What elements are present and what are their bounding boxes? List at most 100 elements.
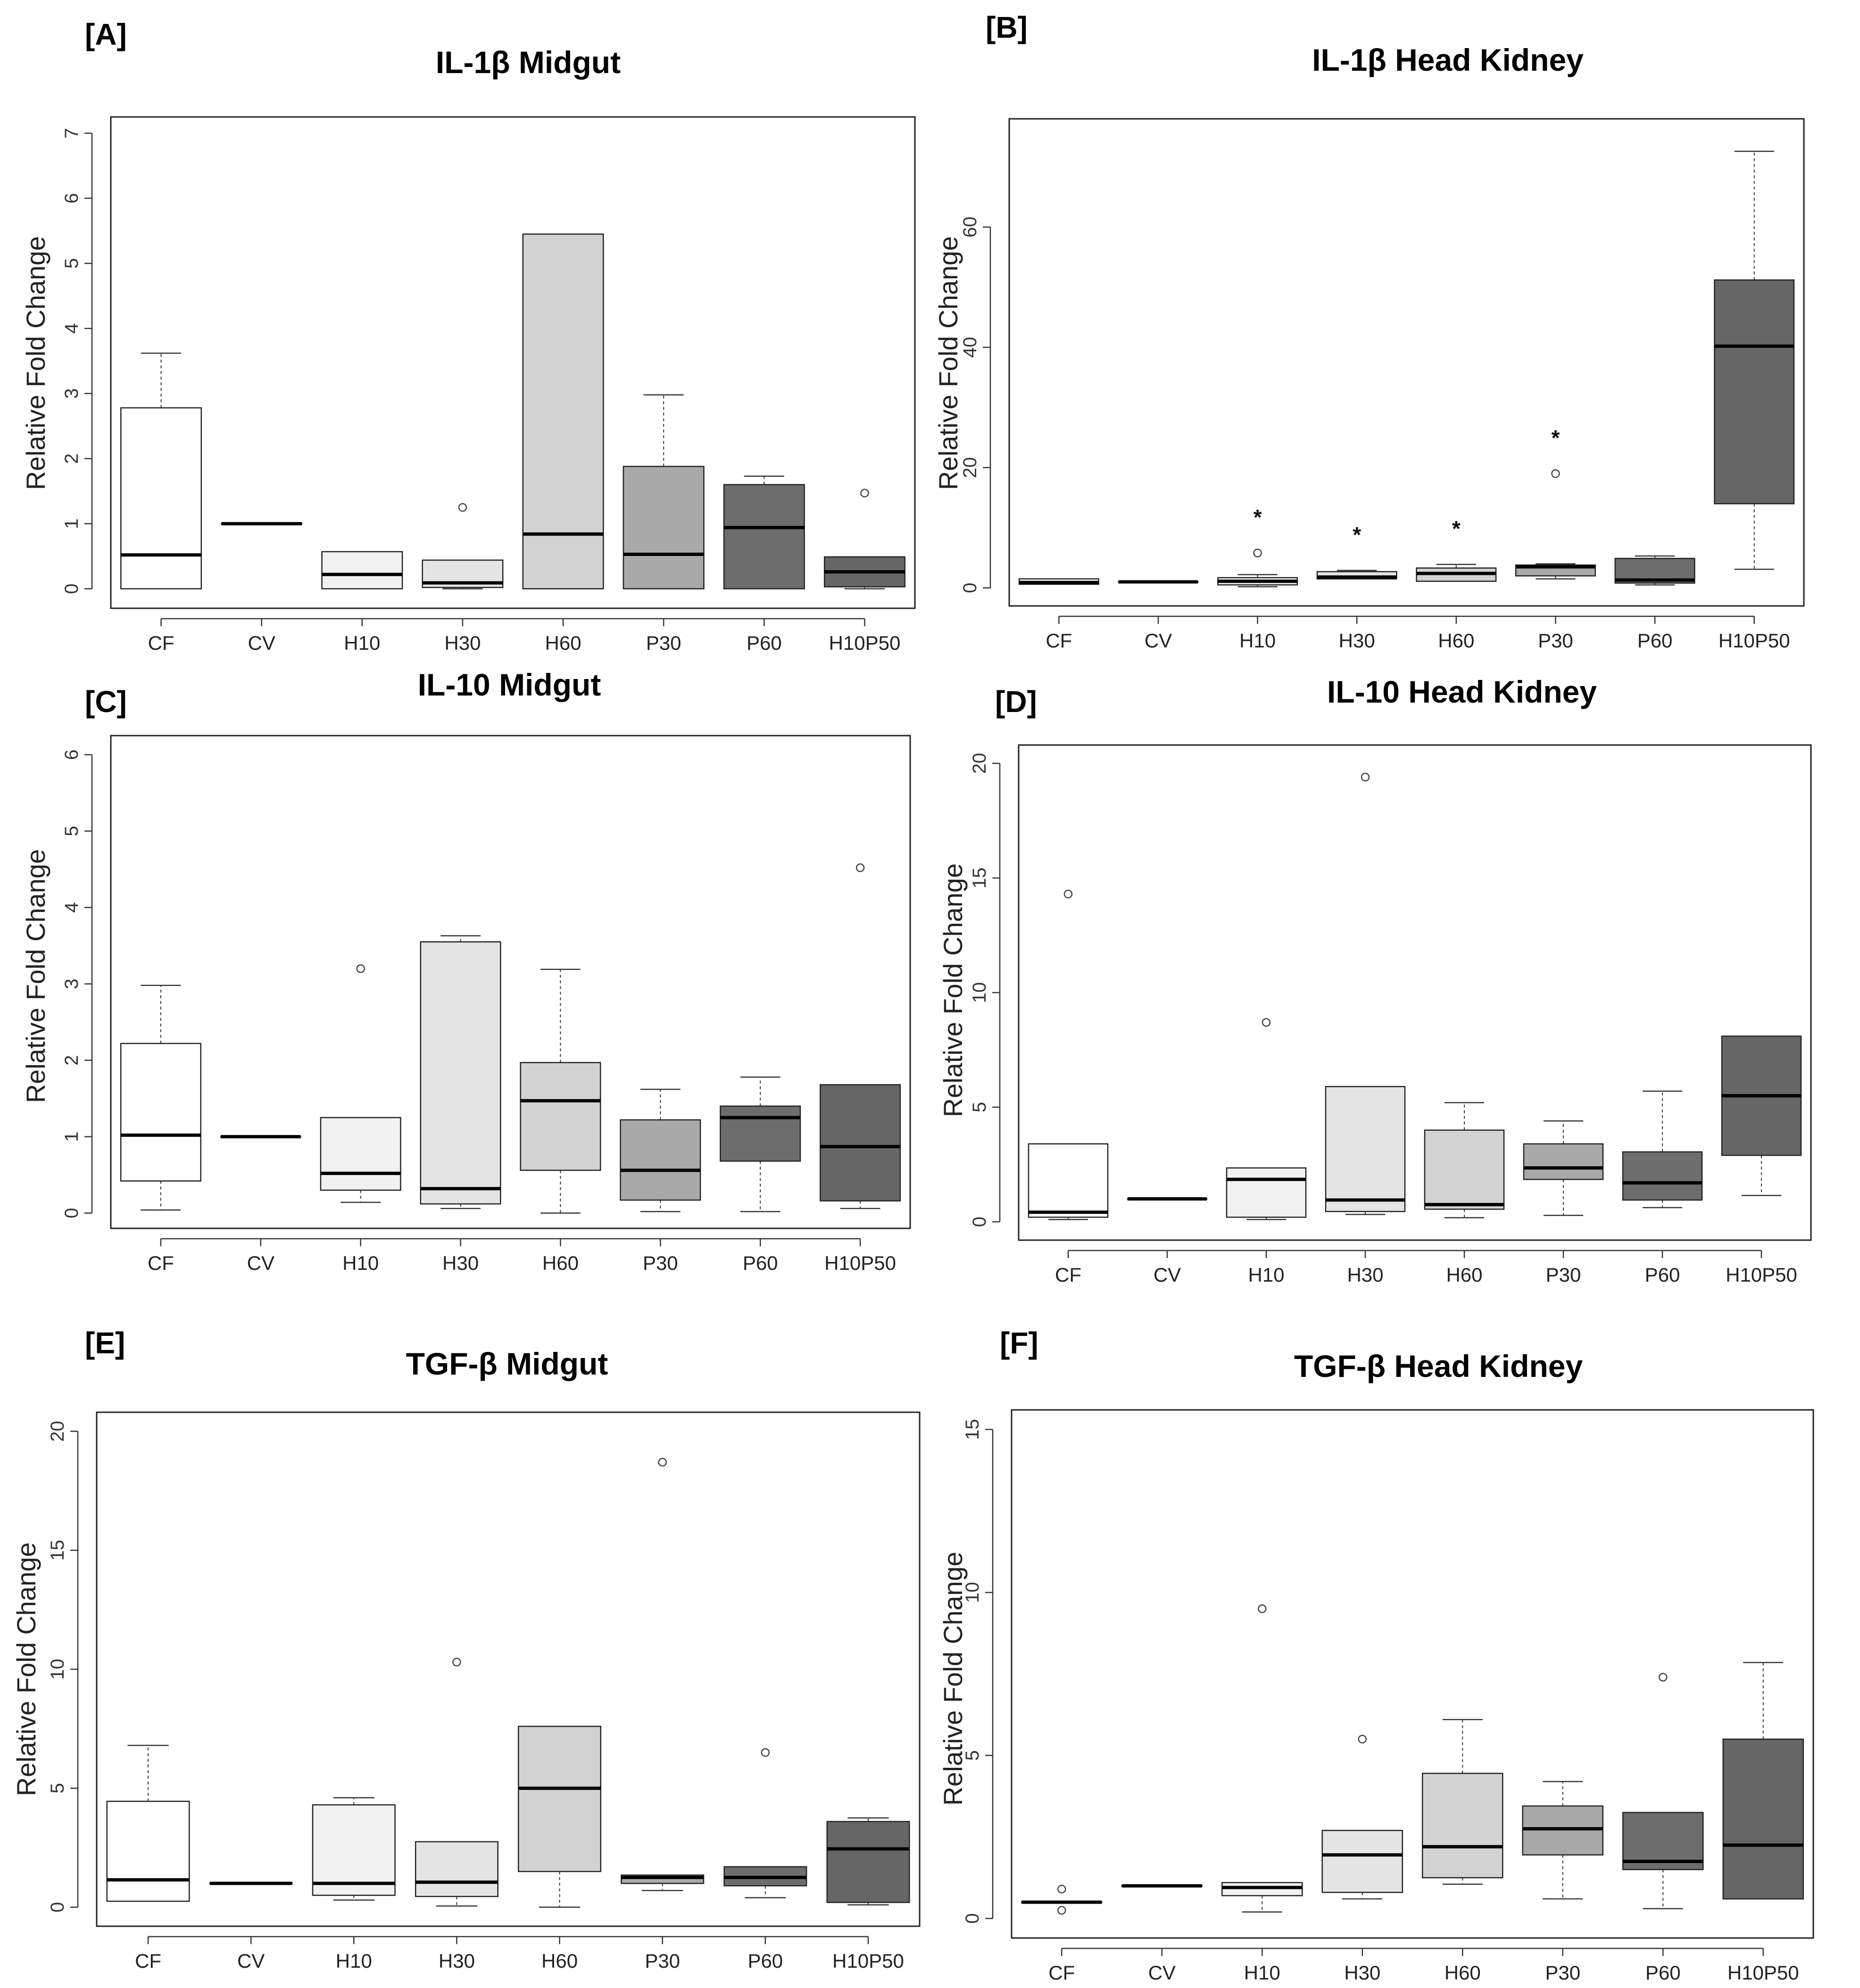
x-tick-label: P30 xyxy=(643,1252,678,1274)
x-tick-label: H10 xyxy=(1239,630,1276,652)
outlier-point xyxy=(1361,772,1370,782)
y-tick-label: 10 xyxy=(47,1659,68,1680)
y-tick-label: 6 xyxy=(61,749,82,760)
panel-label: [B] xyxy=(986,10,1028,44)
outlier-point xyxy=(1659,1673,1668,1682)
y-tick-label: 10 xyxy=(969,982,990,1003)
chart-title: IL-1β Head Kidney xyxy=(1312,42,1584,77)
box-iqr xyxy=(522,233,604,589)
y-tick-label: 60 xyxy=(960,216,980,238)
box-iqr xyxy=(120,407,202,589)
chart-title: IL-10 Head Kidney xyxy=(1327,674,1597,709)
box-iqr xyxy=(1622,1151,1703,1201)
box-iqr xyxy=(1722,1739,1804,1900)
box-iqr xyxy=(518,1725,602,1872)
y-tick-label: 0 xyxy=(969,1217,990,1227)
outlier-point xyxy=(658,1458,667,1467)
outlier-point xyxy=(855,863,865,872)
y-axis-label: Relative Fold Change xyxy=(11,1542,41,1797)
significance-marker: * xyxy=(1254,505,1262,530)
x-tick-label: CF xyxy=(135,1950,161,1972)
y-tick-label: 0 xyxy=(960,583,980,593)
outlier-point xyxy=(1063,889,1073,899)
x-tick-label: P60 xyxy=(747,632,782,654)
x-tick-label: CF xyxy=(148,1252,174,1274)
significance-marker: * xyxy=(1551,425,1560,450)
x-tick-label: H10P50 xyxy=(824,1252,896,1274)
panel-label: [C] xyxy=(85,685,127,719)
y-tick-label: 15 xyxy=(969,868,990,889)
y-tick-label: 15 xyxy=(962,1419,983,1440)
x-tick-label: H10 xyxy=(344,632,380,654)
x-tick-label: H60 xyxy=(1438,630,1474,652)
box-iqr xyxy=(420,941,501,1205)
y-tick-label: 2 xyxy=(61,1055,82,1065)
y-tick-label: 5 xyxy=(962,1750,983,1761)
outlier-point xyxy=(1057,1885,1066,1894)
box-iqr xyxy=(623,465,705,589)
x-tick-label: P30 xyxy=(1538,630,1573,652)
y-tick-label: 20 xyxy=(969,753,990,774)
x-tick-label: H30 xyxy=(439,1950,475,1972)
outlier-point xyxy=(1551,469,1560,478)
y-tick-label: 10 xyxy=(962,1582,983,1603)
x-tick-label: H10 xyxy=(1244,1962,1280,1984)
x-tick-label: CV xyxy=(1145,630,1172,652)
chart-title: IL-1β Midgut xyxy=(436,45,621,80)
y-tick-label: 4 xyxy=(61,323,82,333)
box-iqr xyxy=(120,1043,201,1182)
y-tick-label: 5 xyxy=(61,826,82,836)
x-tick-label: CF xyxy=(1048,1962,1075,1984)
x-tick-label: CF xyxy=(148,632,174,654)
significance-marker: * xyxy=(1452,516,1461,541)
x-tick-label: P60 xyxy=(1645,1962,1681,1984)
outlier-point xyxy=(1258,1604,1267,1613)
y-tick-label: 1 xyxy=(61,518,82,529)
box-iqr xyxy=(415,1841,498,1897)
box-iqr xyxy=(720,1105,801,1162)
x-tick-label: H60 xyxy=(545,632,581,654)
box-iqr xyxy=(520,1062,601,1171)
y-tick-label: 0 xyxy=(962,1913,983,1923)
y-tick-label: 1 xyxy=(61,1131,82,1142)
box-iqr xyxy=(620,1119,701,1201)
plot-frame xyxy=(1011,1409,1814,1939)
y-tick-label: 0 xyxy=(47,1902,68,1913)
x-tick-label: CV xyxy=(248,632,275,654)
y-tick-label: 5 xyxy=(969,1102,990,1112)
x-tick-label: H60 xyxy=(541,1950,578,1972)
x-tick-label: H10P50 xyxy=(829,632,901,654)
outlier-point xyxy=(860,489,869,497)
plot-frame xyxy=(110,735,911,1229)
y-tick-label: 2 xyxy=(61,453,82,464)
panel-label: [E] xyxy=(85,1326,125,1360)
panel-label: [D] xyxy=(995,685,1037,719)
y-tick-label: 3 xyxy=(61,388,82,398)
x-tick-label: H10 xyxy=(1248,1264,1284,1286)
x-tick-label: H10P50 xyxy=(1726,1264,1797,1286)
box-iqr xyxy=(826,1821,910,1903)
chart-title: TGF-β Head Kidney xyxy=(1294,1349,1583,1383)
x-tick-label: CV xyxy=(247,1252,274,1274)
y-axis-label: Relative Fold Change xyxy=(938,863,968,1118)
box-iqr xyxy=(1714,279,1795,505)
plot-frame xyxy=(1018,744,1812,1241)
box-iqr xyxy=(1226,1167,1307,1218)
x-tick-label: H10P50 xyxy=(1719,630,1790,652)
box-iqr xyxy=(312,1804,396,1896)
outlier-point xyxy=(1262,1018,1271,1027)
box-iqr xyxy=(320,1117,401,1191)
x-tick-label: H10 xyxy=(336,1950,372,1972)
x-tick-label: CV xyxy=(1148,1962,1176,1984)
x-tick-label: H30 xyxy=(444,632,481,654)
significance-marker: * xyxy=(1353,522,1361,547)
outlier-point xyxy=(1358,1735,1367,1744)
outlier-point xyxy=(356,964,365,973)
plot-frame xyxy=(110,116,916,609)
x-tick-label: H30 xyxy=(1339,630,1375,652)
box-iqr xyxy=(1424,1129,1505,1210)
x-tick-label: H60 xyxy=(542,1252,579,1274)
x-tick-label: P60 xyxy=(1645,1264,1680,1286)
outlier-point xyxy=(452,1657,461,1667)
